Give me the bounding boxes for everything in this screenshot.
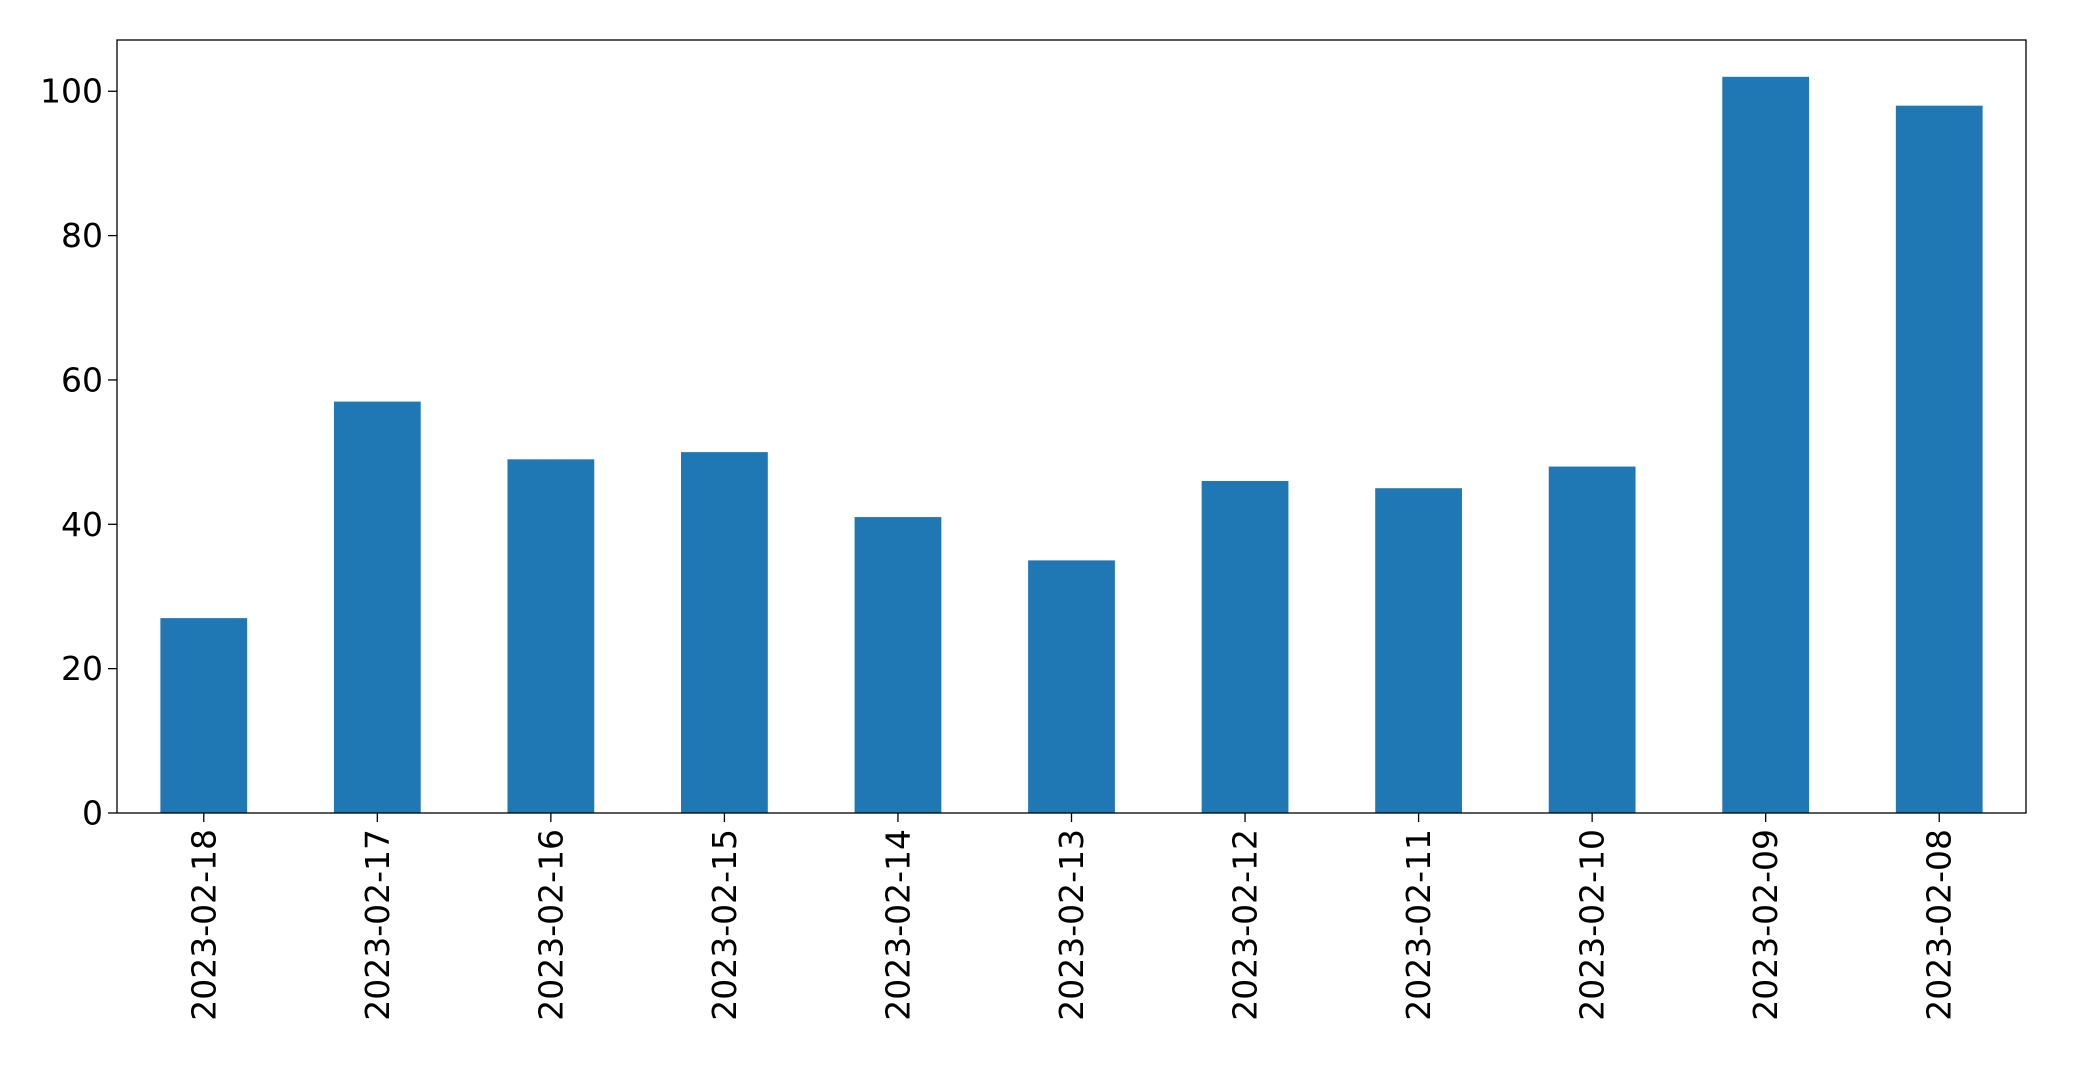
- y-tick-label: 100: [40, 72, 103, 111]
- x-tick-label: 2023-02-12: [1226, 829, 1265, 1021]
- x-tick-label: 2023-02-17: [358, 829, 397, 1021]
- x-tick-label: 2023-02-18: [184, 829, 223, 1021]
- bar: [1548, 466, 1636, 813]
- bar: [1722, 76, 1810, 814]
- plot-frame: [116, 39, 2027, 814]
- x-tick-label: 2023-02-11: [1399, 829, 1438, 1021]
- bar: [1375, 488, 1462, 813]
- bar: [681, 452, 768, 813]
- x-tick-label: 2023-02-13: [1052, 829, 1091, 1021]
- y-tick-label: 80: [61, 216, 103, 255]
- y-tick-label: 0: [82, 794, 103, 833]
- x-tick-label: 2023-02-09: [1746, 829, 1785, 1021]
- bar: [1028, 560, 1115, 813]
- x-tick-label: 2023-02-08: [1920, 829, 1959, 1021]
- y-tick-label: 40: [61, 505, 103, 544]
- bar: [1895, 105, 1983, 813]
- x-tick-label: 2023-02-15: [705, 829, 744, 1021]
- x-tick-label: 2023-02-14: [878, 829, 917, 1021]
- bar: [160, 618, 248, 813]
- x-tick-label: 2023-02-16: [531, 829, 570, 1021]
- y-tick-label: 20: [61, 649, 103, 688]
- bar: [854, 517, 942, 813]
- x-tick-label: 2023-02-10: [1573, 829, 1612, 1021]
- y-tick-label: 60: [61, 360, 103, 399]
- bar: [1201, 480, 1289, 813]
- bar: [507, 459, 595, 813]
- bar: [333, 401, 421, 813]
